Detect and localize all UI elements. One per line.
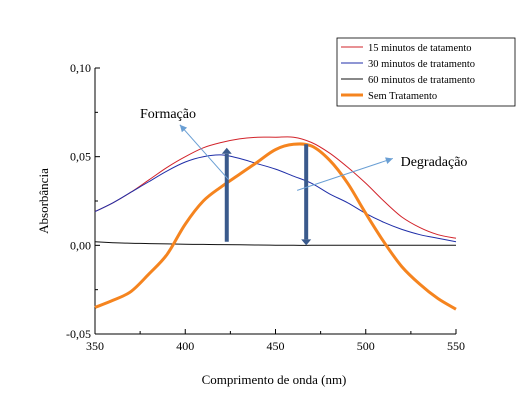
y-tick-label: 0,00 (70, 238, 91, 252)
markers-layer (221, 144, 312, 246)
legend-label: Sem Tratamento (368, 91, 437, 102)
annotation-1: Formação (140, 107, 229, 181)
legend-items: 15 minutos de tatamento 30 minutos de tra… (341, 43, 475, 102)
annotation-arrow (297, 157, 393, 191)
y-tick-label: 0,05 (70, 150, 91, 164)
marker-arrow-1 (221, 147, 232, 242)
x-tick-label: 350 (86, 339, 104, 353)
annotation-arrowhead (385, 157, 393, 164)
marker-arrow-2 (301, 144, 312, 246)
annotation-2: Degradação (297, 155, 468, 191)
annotation-arrow (179, 124, 229, 181)
series-line-4 (94, 142, 457, 311)
annotations-layer: Formação Degradação (140, 107, 468, 191)
x-axis-title: Comprimento de onda (nm) (202, 372, 347, 387)
legend-item: 30 minutos de tratamento (341, 59, 475, 70)
legend-item: Sem Tratamento (341, 91, 437, 102)
y-axis-title: Absorbância (36, 168, 51, 234)
x-tick-label: 400 (176, 339, 194, 353)
annotation-label: Degradação (401, 155, 468, 170)
legend-label: 15 minutos de tatamento (368, 43, 472, 54)
annotation-label: Formação (140, 107, 196, 122)
legend-label: 30 minutos de tratamento (368, 59, 475, 70)
x-tick-label: 500 (357, 339, 375, 353)
y-tick-label: 0,10 (70, 61, 91, 75)
legend: 15 minutos de tatamento 30 minutos de tra… (336, 37, 516, 107)
y-ticks: -0,05 0,00 0,05 0,10 (66, 61, 100, 341)
series-line-1 (94, 136, 457, 239)
annotation-arrowhead (179, 124, 188, 133)
y-tick-label: -0,05 (66, 327, 91, 341)
legend-item: 15 minutos de tatamento (341, 43, 472, 54)
legend-item: 60 minutos de tratamento (341, 75, 475, 86)
legend-box (336, 37, 516, 107)
x-tick-label: 450 (267, 339, 285, 353)
series-line-2 (94, 154, 457, 243)
series-layer (94, 136, 457, 311)
axes: 350 400 450 500 550 -0,05 0,00 0,05 0,10 (66, 61, 465, 353)
x-ticks: 350 400 450 500 550 (86, 329, 465, 353)
legend-label: 60 minutos de tratamento (368, 75, 475, 86)
series-line-3 (94, 241, 456, 246)
x-tick-label: 550 (447, 339, 465, 353)
